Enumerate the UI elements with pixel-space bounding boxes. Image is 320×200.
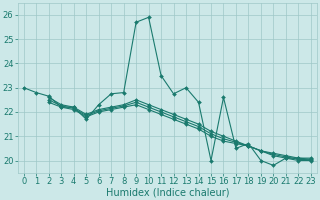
X-axis label: Humidex (Indice chaleur): Humidex (Indice chaleur) xyxy=(106,187,229,197)
